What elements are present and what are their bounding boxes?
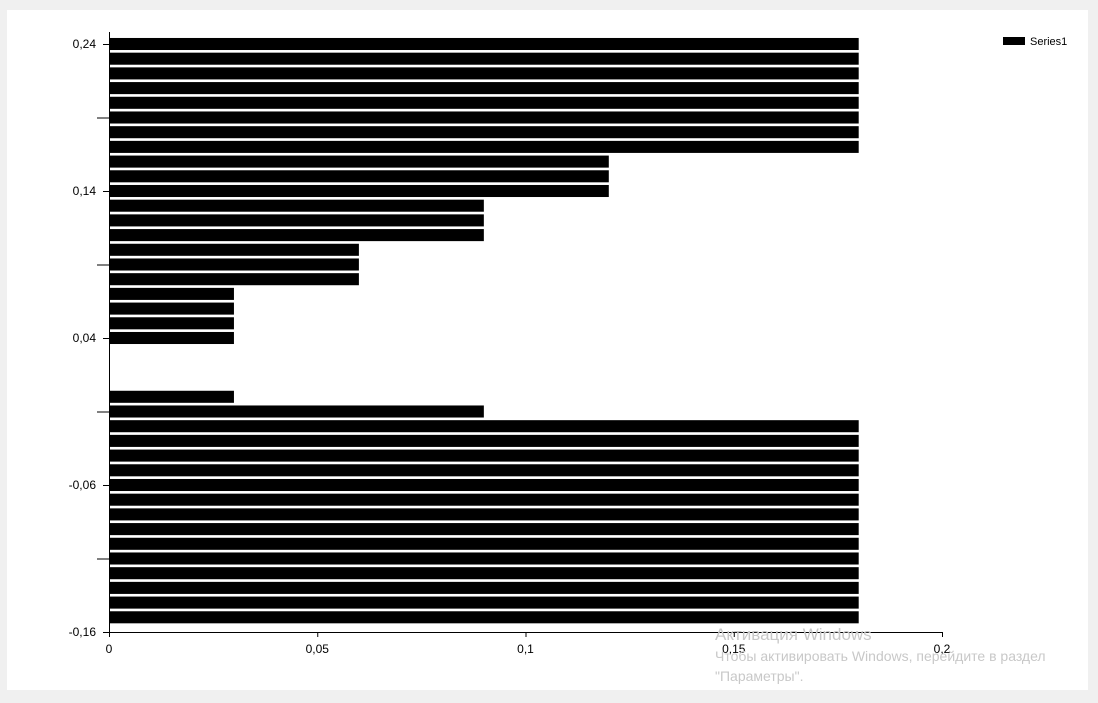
- y-tick-label: 0,24: [73, 37, 97, 51]
- bar-20: [109, 331, 234, 345]
- bar-23: [109, 420, 859, 433]
- bar-5: [109, 111, 859, 124]
- bar-17: [109, 287, 234, 300]
- bar-30: [109, 523, 859, 536]
- bar-11: [109, 199, 484, 212]
- bar-10: [109, 184, 609, 198]
- x-tick-label: 0,1: [517, 642, 534, 656]
- bar-22: [109, 405, 484, 418]
- bar-32: [109, 552, 859, 565]
- bar-33: [109, 567, 859, 580]
- bar-9: [109, 170, 609, 183]
- watermark-line-2: "Параметры".: [715, 668, 804, 684]
- bar-35: [109, 596, 859, 609]
- x-axis-ticks: 0 0,05 0,1 0,15 0,2: [106, 632, 951, 656]
- bar-36: [109, 611, 859, 624]
- bar-1: [109, 52, 859, 65]
- bar-2: [109, 67, 859, 80]
- bar-0: [109, 37, 859, 51]
- bar-25: [109, 449, 859, 462]
- x-tick-label: 0,15: [722, 642, 746, 656]
- bar-28: [109, 493, 859, 506]
- y-tick-label: -0,06: [69, 478, 97, 492]
- bar-8: [109, 155, 609, 168]
- y-tick-label: -0,16: [69, 625, 97, 639]
- bar-26: [109, 464, 859, 477]
- bar-3: [109, 82, 859, 95]
- bar-4: [109, 96, 859, 109]
- legend-swatch-series1: [1003, 37, 1025, 45]
- bar-7: [109, 140, 859, 153]
- bar-chart: 0,24 0,14 0,04 -0,06 -0,16 0 0,05 0,1 0,15 0,2 S…: [69, 32, 1067, 656]
- legend-label-series1: Series1: [1030, 36, 1067, 48]
- bar-29: [109, 508, 859, 521]
- bar-27: [109, 478, 859, 492]
- bar-31: [109, 537, 859, 550]
- watermark-title: Активация Windows: [715, 625, 872, 644]
- x-tick-label: 0,2: [934, 642, 951, 656]
- x-tick-label: 0: [106, 642, 113, 656]
- y-axis-ticks: 0,24 0,14 0,04 -0,06 -0,16: [69, 37, 109, 639]
- y-tick-label: 0,14: [73, 184, 97, 198]
- bar-6: [109, 126, 859, 139]
- bar-21: [109, 390, 234, 403]
- bar-18: [109, 302, 234, 315]
- bar-13: [109, 229, 484, 242]
- x-tick-label: 0,05: [306, 642, 330, 656]
- legend: Series1: [1003, 36, 1067, 48]
- watermark-line-1: Чтобы активировать Windows, перейдите в …: [715, 648, 1046, 664]
- bar-12: [109, 214, 484, 227]
- bar-15: [109, 258, 359, 271]
- chart-panel: 0,24 0,14 0,04 -0,06 -0,16 0 0,05 0,1 0,15 0,2 S…: [7, 10, 1088, 690]
- y-tick-label: 0,04: [73, 331, 97, 345]
- windows-activation-watermark: Активация Windows Чтобы активировать Win…: [715, 624, 1095, 686]
- bar-34: [109, 581, 859, 594]
- bar-19: [109, 317, 234, 330]
- bar-14: [109, 243, 359, 256]
- bars-group: [109, 37, 859, 624]
- bar-24: [109, 434, 859, 447]
- bar-16: [109, 273, 359, 286]
